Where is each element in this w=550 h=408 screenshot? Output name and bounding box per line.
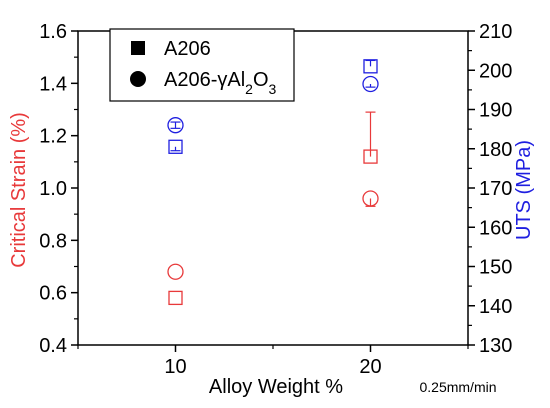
right-tick-label: 150 (479, 257, 512, 279)
x-axis-title: Alloy Weight % (209, 376, 343, 398)
right-tick-label: 200 (479, 60, 512, 82)
legend-label: A206 (164, 38, 211, 60)
x-axis: 10 20 (77, 345, 469, 378)
uts-a206-al2o3-point (362, 75, 379, 93)
uts-a206-al2o3-point (167, 117, 184, 134)
left-tick-label: 0.8 (39, 230, 67, 252)
strain-a206-point (363, 149, 378, 164)
left-tick-label: 1.4 (39, 73, 67, 95)
x-tick-label: 10 (164, 356, 186, 378)
right-tick-label: 210 (479, 21, 512, 43)
right-tick-label: 160 (479, 217, 512, 239)
legend-square-marker (131, 41, 145, 55)
left-axis-title: Critical Strain (%) (8, 112, 30, 268)
right-tick-label: 140 (479, 296, 512, 318)
left-y-axis: 0.4 0.6 0.8 1.0 1.2 1.4 1.6 (39, 21, 78, 357)
uts-a206-point (168, 139, 183, 154)
left-tick-label: 1.2 (39, 126, 67, 148)
strain-a206-al2o3-point (167, 263, 184, 280)
strain-a206-al2o3-point (362, 190, 379, 207)
left-tick-label: 1.6 (39, 21, 67, 43)
strain-a206-point (168, 290, 183, 306)
left-tick-label: 0.6 (39, 283, 67, 305)
legend-circle-marker (130, 71, 146, 87)
left-tick-label: 0.4 (39, 335, 67, 357)
right-tick-label: 180 (479, 139, 512, 161)
x-tick-label: 20 (359, 356, 381, 378)
right-axis-title: UTS (MPa) (513, 140, 535, 240)
right-tick-label: 130 (479, 335, 512, 357)
legend-label: A206-γAl2O3 (164, 69, 277, 97)
uts-a206-point (363, 59, 378, 74)
legend: A206 A206-γAl2O3 (109, 28, 295, 102)
right-tick-label: 170 (479, 178, 512, 200)
series-layer (167, 59, 379, 306)
right-tick-label: 190 (479, 100, 512, 122)
rate-note: 0.25mm/min (419, 379, 496, 395)
right-y-axis: 130 140 150 160 170 180 190 200 210 (468, 21, 512, 357)
left-tick-label: 1.0 (39, 178, 67, 200)
